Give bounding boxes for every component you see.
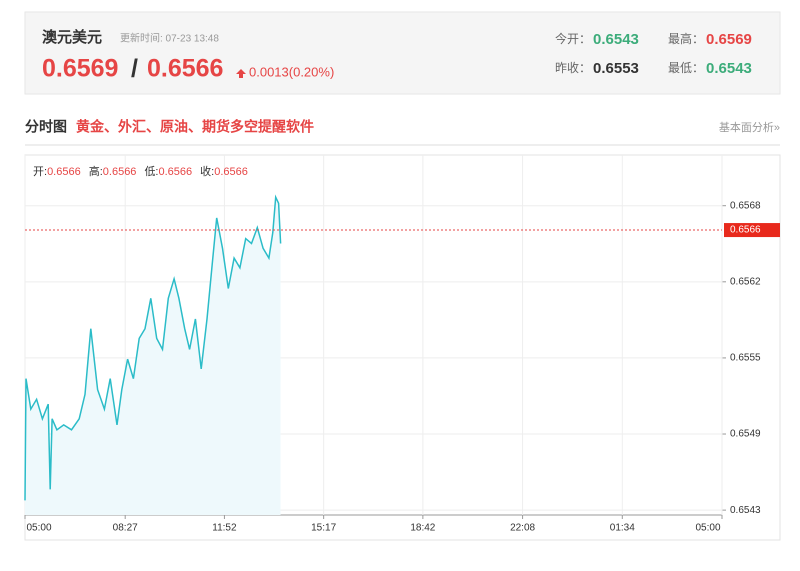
stat-label: 昨收： (555, 61, 591, 75)
info-value: 0.6566 (214, 166, 248, 178)
x-tick-label: 18:42 (410, 523, 435, 534)
stat-value: 0.6569 (706, 31, 752, 48)
info-label: 收: (200, 164, 214, 178)
stat-value: 0.6553 (593, 60, 639, 77)
info-value: 0.6566 (47, 166, 81, 178)
x-tick-label: 22:08 (510, 523, 535, 534)
price-line (24, 194, 282, 501)
stat-value: 0.6543 (593, 31, 639, 48)
info-label: 高: (89, 164, 103, 178)
ask: 0.6566 (147, 55, 223, 83)
x-tick-label: 15:17 (311, 523, 336, 534)
info-label: 低: (144, 165, 158, 178)
quote-panel (24, 11, 781, 95)
stat-label: 最高： (668, 31, 704, 46)
separator: / (131, 55, 138, 83)
stat-label: 今开： (555, 31, 591, 46)
bid: 0.6569 (42, 55, 118, 83)
x-tick-label: 05:00 (26, 523, 51, 534)
info-label: 开: (33, 166, 47, 178)
plot: 0.6543 0.6549 0.6555 0.6562 0.6568 05:00 08:27… (24, 155, 780, 534)
info-value: 0.6566 (159, 166, 193, 178)
stat-label: 最低： (668, 61, 704, 75)
x-tick-label: 11:52 (212, 523, 237, 534)
current-price-tag (724, 223, 780, 238)
x-tick-label: 05:00 (695, 523, 720, 534)
current-price-label: 0.6566 (730, 225, 761, 236)
x-tick-label: 08:27 (113, 523, 138, 534)
area-fill (25, 197, 281, 515)
y-tick-label: 0.6562 (730, 276, 761, 287)
promo-link[interactable]: 黄金、外汇、原油、期货多空提醒软件 (76, 119, 314, 135)
more-link[interactable]: 基本面分析» (719, 120, 780, 134)
change: 0.0013(0.20%) (249, 64, 334, 79)
x-tick-label: 01:34 (610, 523, 635, 534)
info-value: 0.6566 (103, 166, 137, 178)
y-tick-label: 0.6555 (730, 353, 761, 364)
symbol: 澳元美元 (42, 28, 102, 46)
y-tick-label: 0.6568 (730, 200, 761, 211)
update-time: 更新时间: 07-23 13:48 (120, 32, 219, 45)
y-tick-label: 0.6543 (730, 505, 761, 516)
stat-value: 0.6543 (706, 60, 752, 77)
section-title: 分时图 (25, 119, 67, 135)
up-arrow (236, 69, 246, 78)
y-tick-label: 0.6549 (730, 429, 761, 440)
